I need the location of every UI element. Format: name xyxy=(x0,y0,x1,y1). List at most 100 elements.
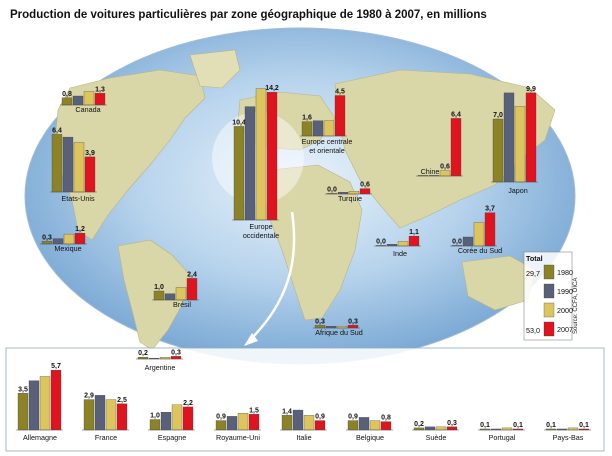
value-label-europe-occidentale-2007: 14,2 xyxy=(265,85,279,92)
chart-marks: 0,8 1,3 Canada 6,4 3,9 Etats-Unis 0,3 1,2 Mexiqu… xyxy=(16,85,591,442)
bar-allemagne-1990 xyxy=(28,380,40,431)
country-label-allemagne: Allemagne xyxy=(23,433,57,442)
legend-total-label: Total xyxy=(526,254,543,263)
value-label-pays-bas-2007: 0,1 xyxy=(579,422,589,429)
value-label-chine-2000: 0,6 xyxy=(440,164,450,171)
value-label-afrique-du-sud-2007: 0,3 xyxy=(348,318,358,325)
bar-etats-unis-1980 xyxy=(51,134,63,193)
bar-france-1980 xyxy=(83,399,95,431)
region-label-coree-du-sud: Corée du Sud xyxy=(458,246,502,255)
bar-etats-unis-1990 xyxy=(62,136,74,193)
value-label-inde-1980: 0,0 xyxy=(376,238,386,245)
bar-allemagne-2000 xyxy=(39,376,51,431)
europe-detail-panel xyxy=(5,347,605,452)
value-label-suede-1980: 0,2 xyxy=(414,421,424,428)
country-label-pays-bas: Pays-Bas xyxy=(553,433,584,442)
bar-belgique-2000 xyxy=(369,420,381,431)
bar-japon-1990 xyxy=(503,92,515,183)
bar-pays-bas-2000 xyxy=(567,427,579,431)
bar-bresil-2007 xyxy=(186,278,198,301)
bar-belgique-1980 xyxy=(347,420,359,431)
value-label-coree-du-sud-1980: 0,0 xyxy=(452,238,462,245)
bar-royaume-uni-1980 xyxy=(215,420,227,431)
bar-chine-2000 xyxy=(439,170,451,177)
bar-suede-1980 xyxy=(413,427,425,431)
value-label-canada-1980: 0,8 xyxy=(62,91,72,98)
value-label-pays-bas-1980: 0,1 xyxy=(546,422,556,429)
bar-europe-occidentale-2007 xyxy=(266,92,278,221)
value-label-etats-unis-2007: 3,9 xyxy=(85,150,95,157)
bar-canada-2007 xyxy=(94,93,106,106)
region-label-chine: Chine xyxy=(421,167,440,176)
value-label-japon-1980: 7,0 xyxy=(493,112,503,119)
legend-total-1980: 29,7 xyxy=(526,269,540,278)
bar-espagne-2007 xyxy=(182,406,194,431)
value-label-italie-1980: 1,4 xyxy=(282,408,292,415)
value-label-espagne-2007: 2,2 xyxy=(183,400,193,407)
value-label-allemagne-1980: 3,5 xyxy=(18,386,28,393)
bar-europe-occidentale-2000 xyxy=(255,88,267,221)
region-label-inde: Inde xyxy=(393,249,407,258)
bar-europe-occidentale-1980 xyxy=(233,126,245,221)
value-label-belgique-2007: 0,8 xyxy=(381,415,391,422)
region-label-argentine: Argentine xyxy=(145,363,176,372)
value-label-espagne-1980: 1,0 xyxy=(150,413,160,420)
bar-italie-2000 xyxy=(303,415,315,431)
world-map xyxy=(24,27,576,365)
bar-italie-2007 xyxy=(314,420,326,431)
value-label-turquie-2007: 0,6 xyxy=(360,182,370,189)
value-label-inde-2007: 1,1 xyxy=(409,229,419,236)
bar-bresil-1980 xyxy=(153,290,165,301)
bar-japon-2000 xyxy=(514,106,526,183)
bar-japon-1980 xyxy=(492,118,504,183)
value-label-france-2007: 2,5 xyxy=(117,397,127,404)
country-label-espagne: Espagne xyxy=(158,433,186,442)
bar-france-2000 xyxy=(105,399,117,431)
value-label-etats-unis-1980: 6,4 xyxy=(52,127,62,134)
bar-europe-occidentale-1990 xyxy=(244,106,256,221)
bar-argentine-2007 xyxy=(170,356,182,360)
country-label-italie: Italie xyxy=(296,433,311,442)
bar-japon-2007 xyxy=(525,92,537,183)
legend-year-1990: 1990 xyxy=(557,287,573,296)
legend-swatch-2007 xyxy=(543,321,555,337)
value-label-mexique-2007: 1,2 xyxy=(75,226,85,233)
region-label-bresil: Brésil xyxy=(173,300,191,309)
bar-inde-2007 xyxy=(408,235,420,247)
value-label-royaume-uni-2007: 1,5 xyxy=(249,407,259,414)
legend-swatch-2000 xyxy=(543,302,555,318)
bar-etats-unis-2007 xyxy=(84,156,96,193)
legend-swatch-1980 xyxy=(543,264,555,280)
value-label-europe-occidentale-1980: 10,4 xyxy=(232,119,246,126)
value-label-bresil-1980: 1,0 xyxy=(154,284,164,291)
country-label-suede: Suède xyxy=(426,433,447,442)
value-label-italie-2007: 0,9 xyxy=(315,414,325,421)
legend-year-2000: 2000 xyxy=(557,306,573,315)
bar-europe-centrale-et-orientale-1990 xyxy=(312,120,324,137)
bar-italie-1990 xyxy=(292,409,304,431)
value-label-argentine-2007: 0,3 xyxy=(171,349,181,356)
country-label-france: France xyxy=(95,433,117,442)
value-label-canada-2007: 1,3 xyxy=(95,86,105,93)
bar-inde-2000 xyxy=(397,241,409,247)
value-label-bresil-2007: 2,4 xyxy=(187,271,197,278)
bar-canada-1990 xyxy=(72,95,84,106)
bar-coree-du-sud-2000 xyxy=(473,222,485,247)
bar-france-1990 xyxy=(94,395,106,431)
bar-europe-centrale-et-orientale-2000 xyxy=(323,120,335,137)
value-label-europe-centrale-et-orientale-1980: 1,6 xyxy=(302,115,312,122)
bar-allemagne-1980 xyxy=(17,393,29,431)
bar-canada-1980 xyxy=(61,97,73,106)
value-label-belgique-1980: 0,9 xyxy=(348,414,358,421)
bar-espagne-2000 xyxy=(171,404,183,431)
region-label-turquie: Turquie xyxy=(338,194,362,203)
bar-canada-2000 xyxy=(83,91,95,106)
bar-france-2007 xyxy=(116,403,128,431)
region-label-europe-centrale-et-orientale: Europe centrale et orientale xyxy=(302,137,353,155)
value-label-portugal-2007: 0,1 xyxy=(513,422,523,429)
bar-coree-du-sud-1990 xyxy=(462,236,474,247)
value-label-coree-du-sud-2007: 3,7 xyxy=(485,206,495,213)
legend-total-2007: 53,0 xyxy=(526,326,540,335)
